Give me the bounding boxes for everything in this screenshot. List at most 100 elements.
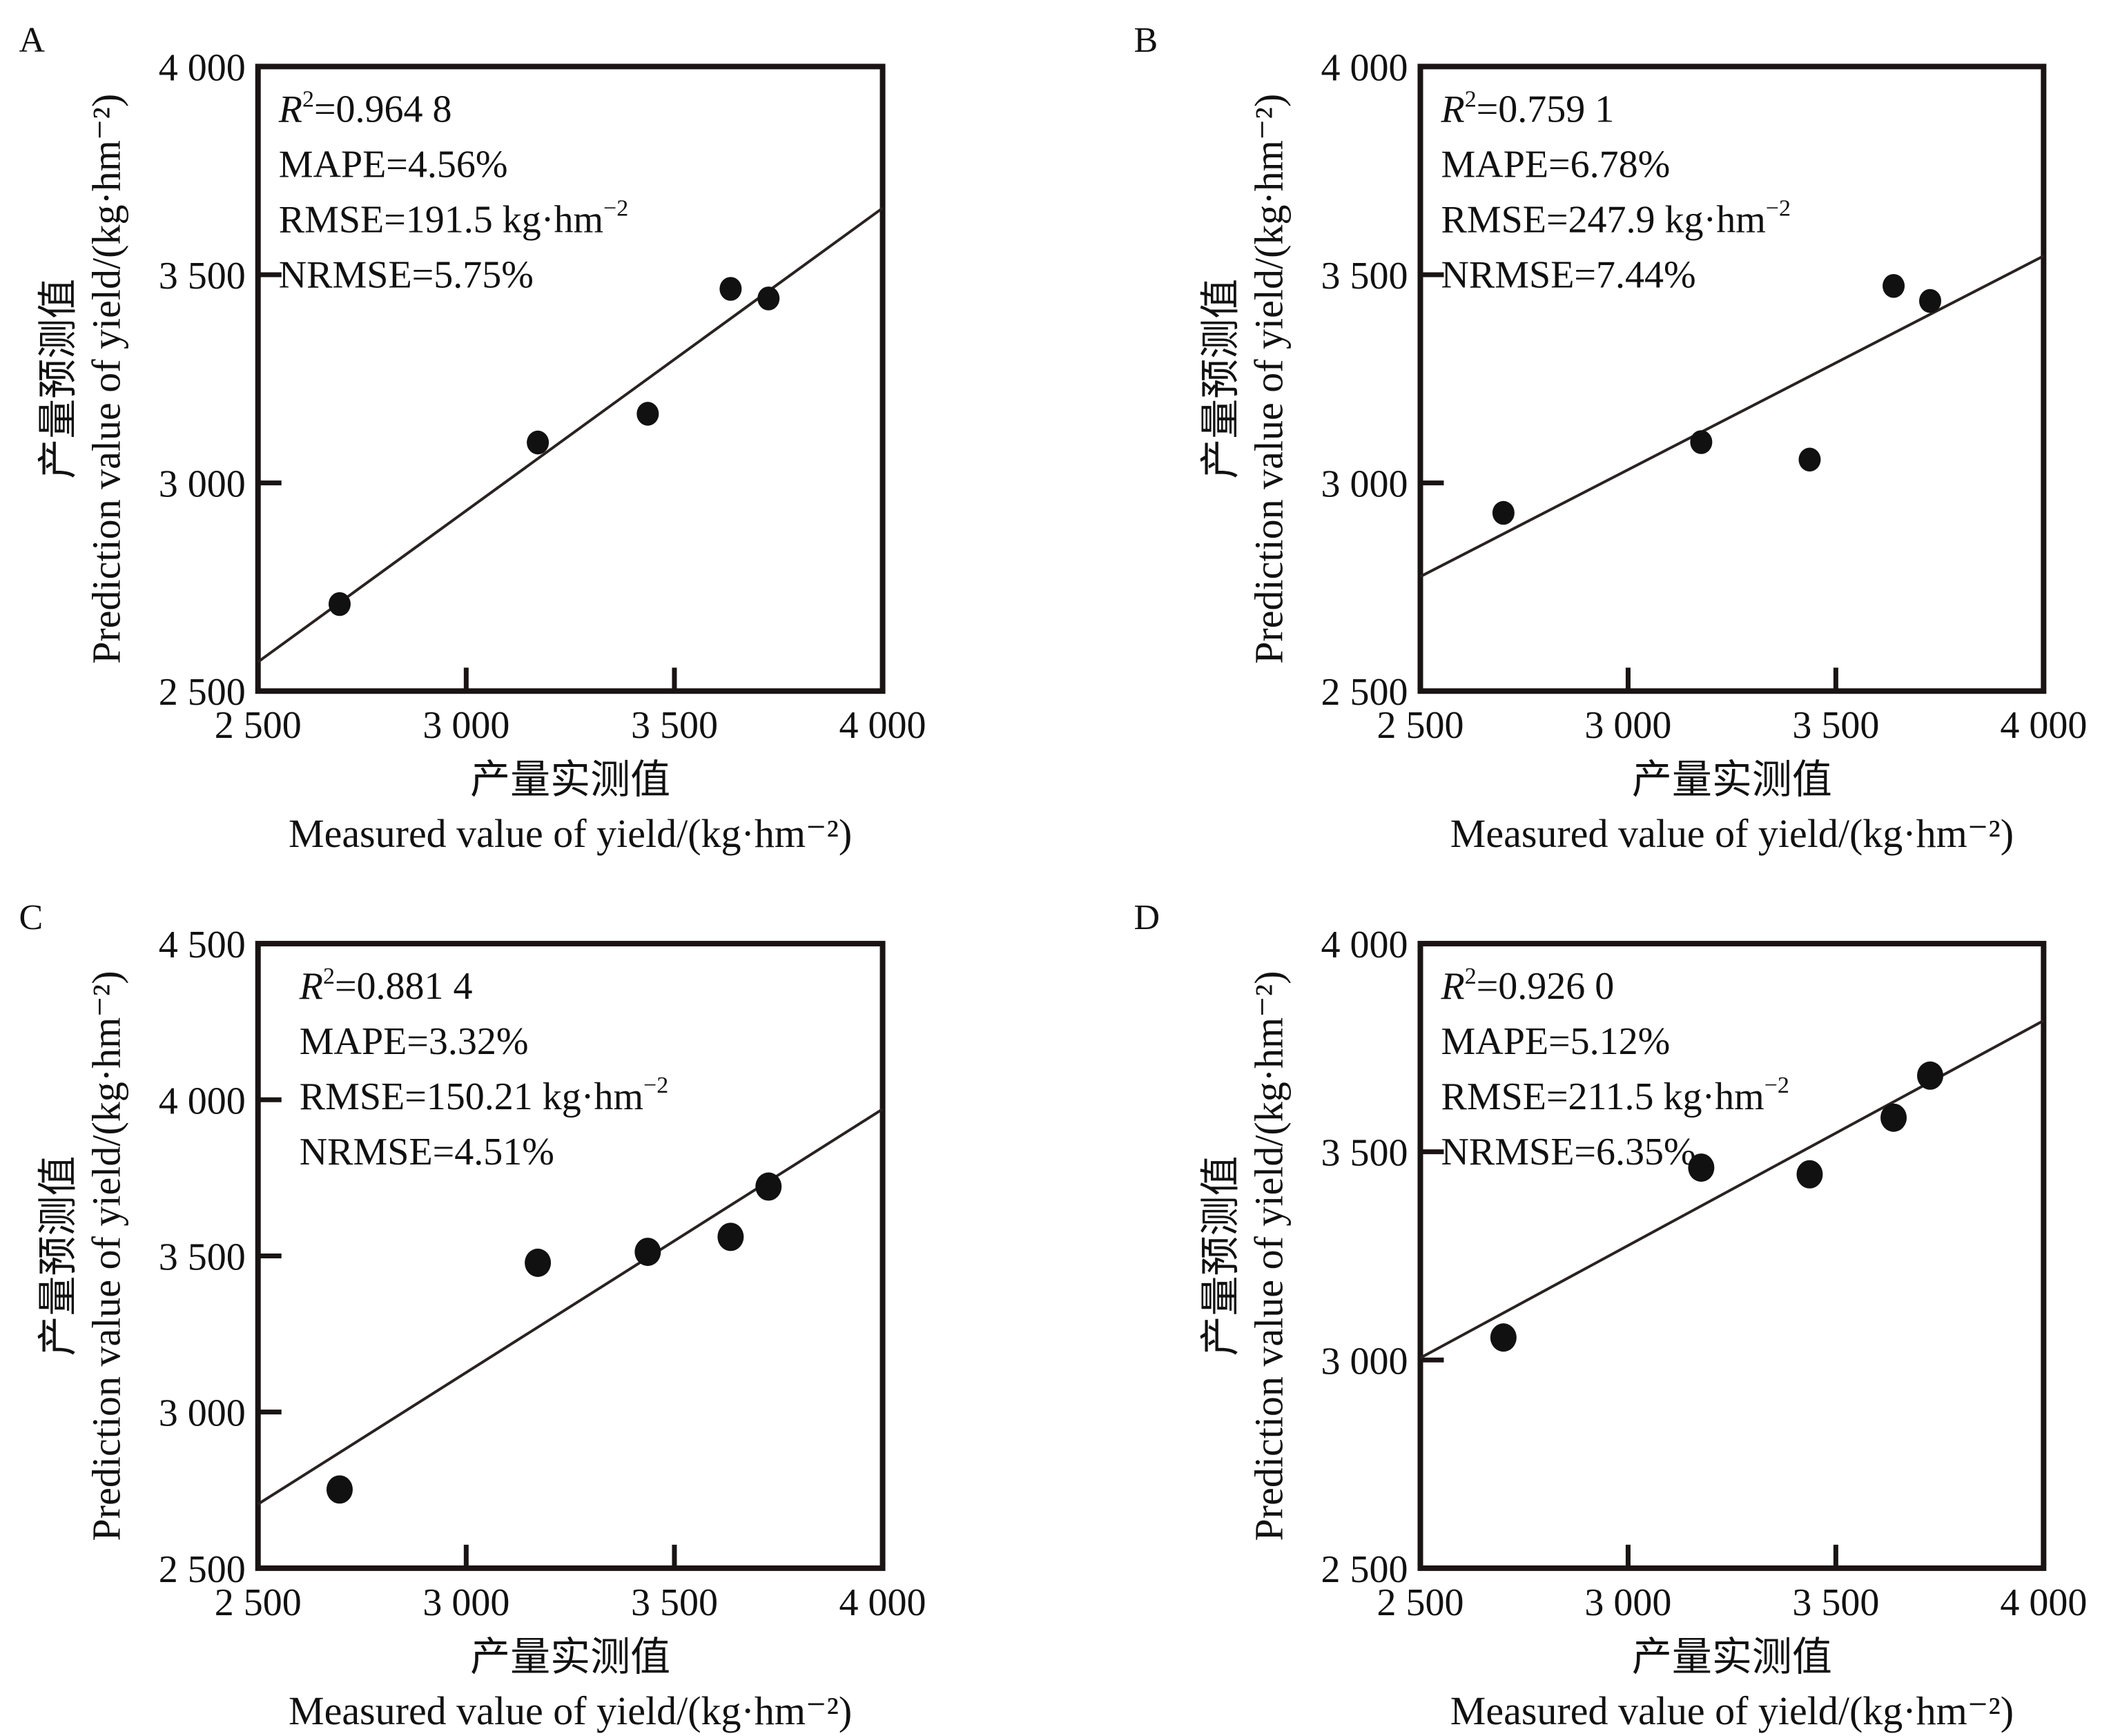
- data-point: [1688, 1153, 1715, 1182]
- rmse-stat: RMSE=191.5 kg·hm−2: [279, 195, 628, 241]
- y-tick-label: 4 500: [159, 924, 246, 966]
- x-tick-label: 4 000: [839, 704, 926, 747]
- data-point: [326, 1475, 353, 1504]
- panel-label: C: [19, 898, 43, 937]
- panel-label: D: [1134, 898, 1160, 937]
- r2-stat: R2=0.964 8: [278, 86, 452, 130]
- rmse-stat: RMSE=211.5 kg·hm−2: [1441, 1073, 1789, 1118]
- panel-label: B: [1134, 21, 1158, 60]
- data-point: [527, 430, 550, 455]
- x-axis-label-en: Measured value of yield/(kg·hm⁻²): [289, 811, 852, 856]
- data-point: [1490, 1323, 1517, 1352]
- x-tick-label: 2 500: [1377, 1581, 1463, 1624]
- y-tick-label: 3 500: [1321, 255, 1408, 298]
- panel-c: C 2 500 3 000 3 500 4 000 2 500 3 000 3 500 4 00…: [19, 898, 926, 1733]
- nrmse-stat: NRMSE=7.44%: [1441, 253, 1695, 296]
- fit-line: [257, 1108, 884, 1505]
- mape-stat: MAPE=3.32%: [300, 1020, 529, 1063]
- x-tick-label: 3 500: [1792, 1581, 1879, 1624]
- x-tick-label: 3 000: [422, 1581, 509, 1624]
- x-axis-label-cn: 产量实测值: [470, 757, 670, 802]
- x-tick-label: 3 000: [1584, 704, 1671, 747]
- data-point: [634, 1238, 661, 1267]
- data-point: [1796, 1160, 1823, 1189]
- y-axis-label-cn: 产量预测值: [36, 279, 81, 479]
- mape-stat: MAPE=6.78%: [1441, 143, 1670, 186]
- rmse-stat: RMSE=150.21 kg·hm−2: [300, 1073, 668, 1118]
- x-tick-label: 3 500: [631, 704, 718, 747]
- x-tick-label: 2 500: [215, 1581, 302, 1624]
- data-point: [328, 592, 351, 616]
- r2-stat: R2=0.926 0: [1440, 964, 1614, 1008]
- x-tick-label: 3 500: [1792, 704, 1879, 747]
- mape-stat: MAPE=4.56%: [279, 143, 508, 186]
- data-point: [1690, 430, 1713, 454]
- rmse-stat: RMSE=247.9 kg·hm−2: [1441, 195, 1790, 241]
- x-tick-label: 3 500: [631, 1581, 718, 1624]
- y-tick-label: 2 500: [159, 671, 246, 714]
- data-point: [636, 402, 659, 426]
- panel-label: A: [19, 21, 46, 60]
- y-tick-label: 3 000: [1321, 463, 1408, 506]
- data-point: [1883, 273, 1905, 298]
- nrmse-stat: NRMSE=4.51%: [300, 1131, 554, 1173]
- y-tick-label: 3 000: [159, 463, 246, 506]
- y-tick-label: 3 500: [159, 255, 246, 298]
- y-axis-label-cn: 产量预测值: [1198, 1155, 1243, 1356]
- y-tick-label: 4 000: [1321, 46, 1408, 89]
- plot-frame: [255, 64, 886, 694]
- panel-b: B 2 500 3 000 3 500 4 000 2 500 3 000 3 500 4 00…: [1134, 21, 2087, 856]
- x-axis-label-cn: 产量实测值: [470, 1635, 670, 1679]
- panel-d: D 2 500 3 000 3 500 4 000 2 500 3 000 3 500 4 00…: [1134, 898, 2087, 1733]
- plot-frame: [1417, 941, 2047, 1571]
- x-tick-label: 3 000: [1584, 1581, 1671, 1624]
- y-tick-label: 2 500: [1321, 671, 1408, 714]
- data-point: [757, 286, 780, 311]
- x-tick-label: 4 000: [2000, 1581, 2087, 1624]
- x-axis-label-cn: 产量实测值: [1632, 757, 1832, 802]
- fit-line: [1419, 255, 2045, 578]
- y-tick-label: 2 500: [159, 1548, 246, 1591]
- data-point: [1492, 500, 1515, 525]
- y-tick-label: 4 000: [1321, 924, 1408, 966]
- panel-a: A 2 500 3 000 3 500 4 000 2 500 3 000 3 500 4 00…: [19, 21, 926, 856]
- x-tick-label: 2 500: [215, 704, 302, 747]
- y-axis-label-cn: 产量预测值: [36, 1155, 81, 1356]
- y-axis-label-en: Prediction value of yield/(kg·hm⁻²): [1246, 971, 1291, 1541]
- data-point: [1798, 447, 1821, 472]
- data-point: [755, 1172, 782, 1201]
- y-tick-label: 3 000: [159, 1392, 246, 1435]
- y-tick-label: 3 500: [159, 1236, 246, 1278]
- data-point: [1919, 289, 1942, 313]
- y-axis-label-en: Prediction value of yield/(kg·hm⁻²): [84, 94, 129, 664]
- r2-stat: R2=0.759 1: [1440, 86, 1614, 130]
- y-tick-label: 4 000: [159, 1080, 246, 1122]
- mape-stat: MAPE=5.12%: [1441, 1020, 1670, 1063]
- fit-line: [1419, 1019, 2045, 1360]
- nrmse-stat: NRMSE=6.35%: [1441, 1131, 1695, 1173]
- data-point: [1880, 1103, 1907, 1132]
- y-tick-label: 3 000: [1321, 1340, 1408, 1383]
- x-tick-label: 3 000: [422, 704, 509, 747]
- data-point: [719, 277, 742, 301]
- x-tick-label: 2 500: [1377, 704, 1463, 747]
- y-axis-label-cn: 产量预测值: [1198, 279, 1243, 479]
- data-point: [525, 1248, 552, 1277]
- data-point: [717, 1222, 744, 1251]
- x-axis-label-cn: 产量实测值: [1632, 1635, 1832, 1679]
- y-tick-label: 3 500: [1321, 1132, 1408, 1175]
- x-tick-label: 4 000: [839, 1581, 926, 1624]
- y-tick-label: 4 000: [159, 46, 246, 89]
- fit-line: [257, 206, 884, 663]
- x-axis-label-en: Measured value of yield/(kg·hm⁻²): [1450, 811, 2014, 856]
- x-axis-label-en: Measured value of yield/(kg·hm⁻²): [1450, 1688, 2014, 1733]
- x-axis-label-en: Measured value of yield/(kg·hm⁻²): [289, 1688, 852, 1733]
- plot-frame: [1417, 64, 2047, 694]
- nrmse-stat: NRMSE=5.75%: [279, 253, 534, 296]
- x-tick-label: 4 000: [2000, 704, 2087, 747]
- r2-stat: R2=0.881 4: [299, 964, 473, 1008]
- y-axis-label-en: Prediction value of yield/(kg·hm⁻²): [1246, 94, 1291, 664]
- data-point: [1917, 1061, 1944, 1090]
- y-tick-label: 2 500: [1321, 1548, 1408, 1591]
